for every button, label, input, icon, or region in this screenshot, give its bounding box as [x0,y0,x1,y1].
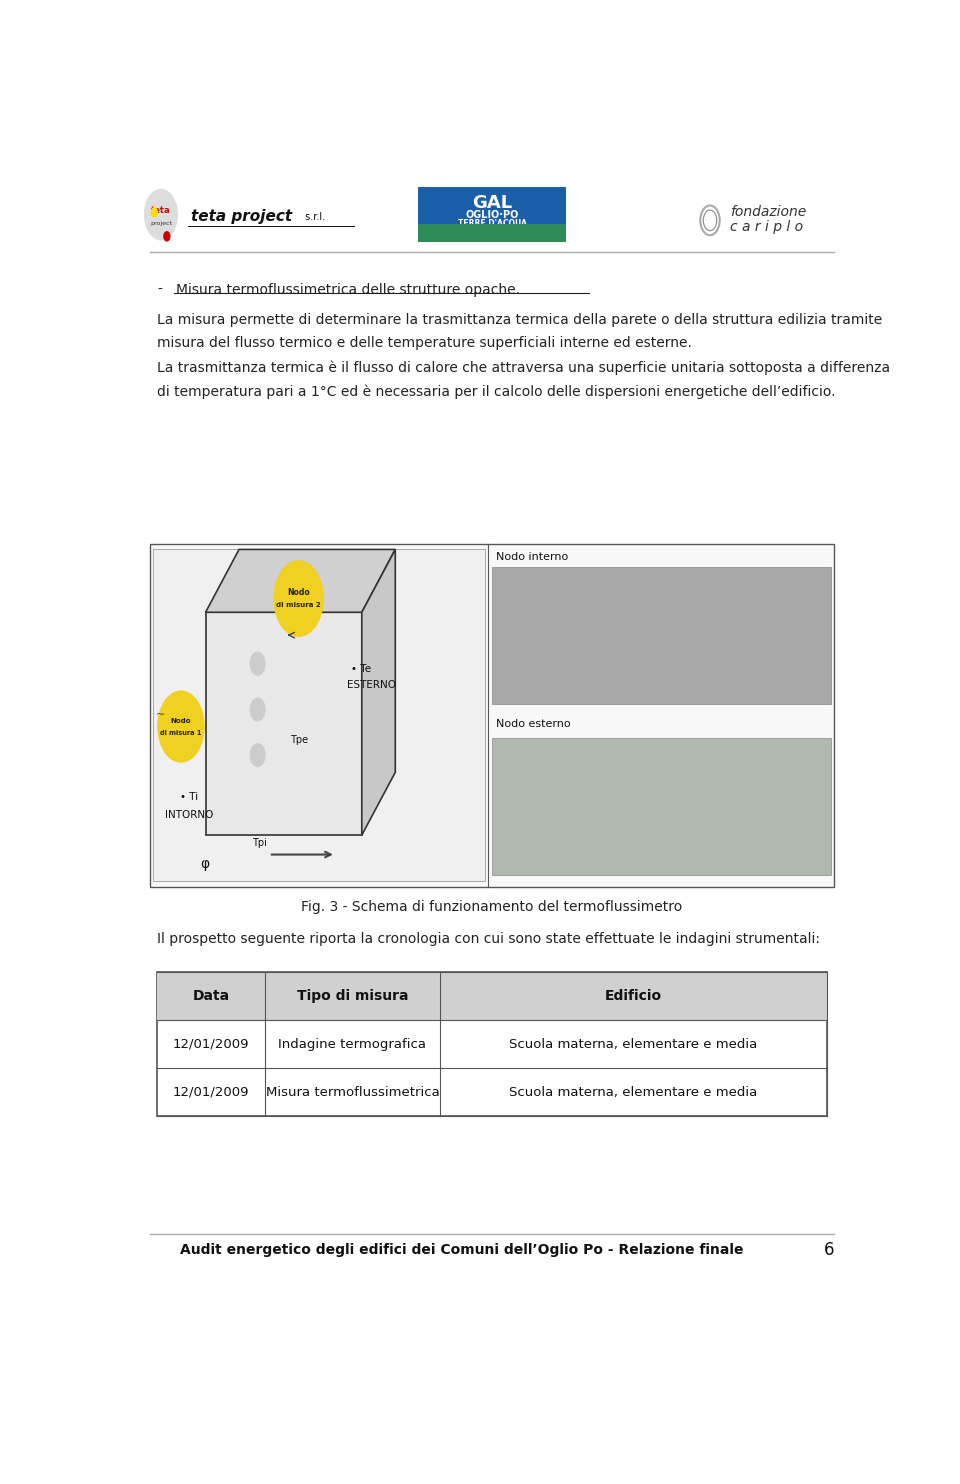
Text: Indagine termografica: Indagine termografica [278,1037,426,1051]
Text: 12/01/2009: 12/01/2009 [173,1037,250,1051]
Text: Tpe: Tpe [290,735,308,745]
Bar [157,972,827,1020]
Text: Scuola materna, elementare e media: Scuola materna, elementare e media [509,1037,757,1051]
Text: Il prospetto seguente riporta la cronologia con cui sono state effettuate le ind: Il prospetto seguente riporta la cronolo… [157,932,820,947]
Text: fondazione: fondazione [730,205,806,220]
Text: Nodo: Nodo [287,588,310,598]
Bar [150,543,834,886]
Text: Fig. 3 - Schema di funzionamento del termoflussimetro: Fig. 3 - Schema di funzionamento del ter… [301,901,683,914]
Text: INTORNO: INTORNO [165,810,213,819]
Text: Scuola materna, elementare e media: Scuola materna, elementare e media [509,1086,757,1098]
Text: s.r.l.: s.r.l. [302,212,325,223]
Text: ~: ~ [156,711,165,720]
Text: • Ti: • Ti [180,792,198,803]
FancyBboxPatch shape [418,187,566,242]
Text: La misura permette di determinare la trasmittanza termica della parete o della s: La misura permette di determinare la tra… [157,313,882,350]
Text: • Te: • Te [350,665,371,674]
Circle shape [251,697,265,721]
Text: Nodo interno: Nodo interno [495,552,568,562]
Circle shape [251,653,265,675]
Text: La trasmittanza termica è il flusso di calore che attraversa una superficie unit: La trasmittanza termica è il flusso di c… [157,361,890,399]
Text: Edificio: Edificio [605,990,662,1003]
Text: Misura termoflussimetrica: Misura termoflussimetrica [266,1086,440,1098]
Text: di misura 2: di misura 2 [276,603,321,608]
Bar [157,972,827,1116]
Text: φ: φ [201,856,209,871]
Text: Nodo esterno: Nodo esterno [495,720,570,729]
Text: teta: teta [151,206,171,215]
Text: teta project: teta project [191,209,292,224]
Bar [154,549,485,881]
Text: Audit energetico degli edifici dei Comuni dell’Oglio Po - Relazione finale: Audit energetico degli edifici dei Comun… [180,1244,743,1257]
Text: -: - [157,283,162,297]
FancyBboxPatch shape [418,224,566,242]
Bar [492,738,830,876]
Text: ESTERNO: ESTERNO [347,681,396,690]
Polygon shape [205,549,396,613]
Bar [205,613,362,835]
Text: Misura termoflussimetrica delle strutture opache.: Misura termoflussimetrica delle struttur… [176,283,519,297]
Text: TERRE D'ACQUA: TERRE D'ACQUA [458,220,526,229]
Text: GAL: GAL [472,194,512,212]
Text: 12/01/2009: 12/01/2009 [173,1086,250,1098]
Circle shape [274,561,324,637]
Text: Nodo: Nodo [171,718,191,724]
Polygon shape [362,549,396,835]
Bar [492,567,830,703]
Text: c a r i p l o: c a r i p l o [730,220,804,234]
Circle shape [152,208,157,217]
Text: Tipo di misura: Tipo di misura [297,990,408,1003]
Text: OGLIO·PO: OGLIO·PO [466,209,518,220]
Text: project: project [150,221,172,226]
Circle shape [164,232,170,240]
Circle shape [145,190,178,240]
Circle shape [158,692,204,761]
Text: Tpi: Tpi [252,838,267,849]
Text: Data: Data [193,990,229,1003]
Text: 6: 6 [824,1241,834,1258]
Text: di misura 1: di misura 1 [160,730,202,736]
Circle shape [251,743,265,767]
